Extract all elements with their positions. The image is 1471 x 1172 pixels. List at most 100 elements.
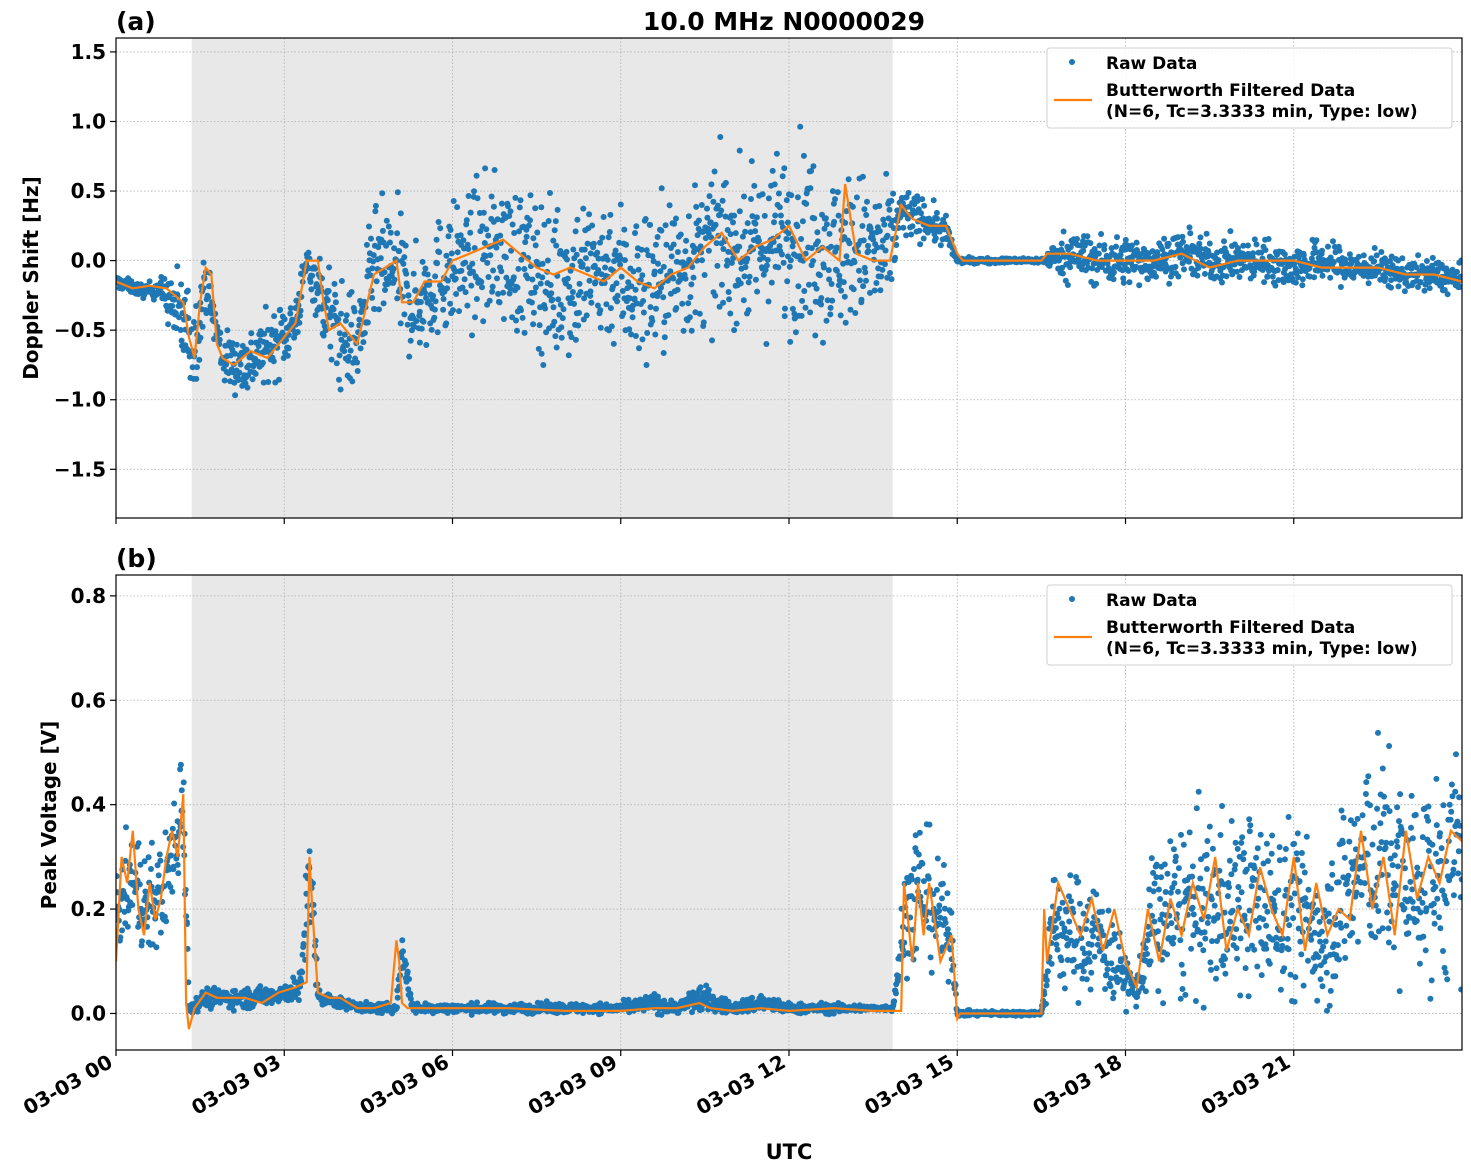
raw-data-point (763, 341, 770, 347)
raw-data-point (835, 212, 842, 219)
raw-data-point (569, 289, 576, 295)
raw-data-point (888, 276, 895, 283)
raw-data-point (1197, 941, 1203, 948)
raw-data-point (1207, 959, 1214, 966)
raw-data-point (732, 230, 739, 237)
raw-data-point (1254, 845, 1261, 852)
raw-data-point (1292, 974, 1299, 981)
raw-data-point (610, 340, 617, 347)
raw-data-point (1275, 277, 1282, 284)
panel-a-label: (a) (116, 7, 156, 36)
raw-data-point (404, 283, 411, 290)
raw-data-point (838, 287, 845, 294)
raw-data-point (509, 221, 516, 228)
raw-data-point (1251, 865, 1258, 872)
raw-data-point (538, 204, 545, 211)
raw-data-point (452, 275, 459, 282)
raw-data-point (698, 202, 705, 208)
raw-data-point (137, 861, 144, 868)
raw-data-point (505, 203, 511, 210)
raw-data-point (517, 197, 524, 204)
raw-data-point (382, 287, 388, 293)
raw-data-point (842, 319, 849, 326)
raw-data-point (404, 321, 411, 328)
raw-data-point (369, 265, 376, 272)
raw-data-point (364, 319, 371, 326)
raw-data-point (1219, 803, 1226, 809)
raw-data-point (1305, 886, 1312, 893)
raw-data-point (704, 205, 710, 212)
raw-data-point (463, 217, 470, 224)
raw-data-point (419, 258, 426, 265)
raw-data-point (524, 275, 531, 282)
raw-data-point (808, 168, 815, 174)
raw-data-point (1264, 908, 1271, 915)
raw-data-point (600, 214, 607, 220)
raw-data-point (828, 281, 835, 287)
raw-data-point (1195, 788, 1202, 795)
raw-data-point (295, 990, 302, 996)
raw-data-point (406, 353, 413, 360)
raw-data-point (862, 269, 869, 276)
raw-data-point (502, 254, 509, 261)
raw-data-point (718, 281, 725, 288)
raw-data-point (1075, 878, 1082, 885)
legend-box (1046, 47, 1453, 129)
raw-data-point (410, 270, 417, 277)
raw-data-point (1162, 268, 1169, 275)
raw-data-point (1211, 902, 1218, 909)
raw-data-point (306, 848, 313, 855)
raw-data-point (1059, 899, 1066, 906)
raw-data-point (1313, 237, 1320, 244)
raw-data-point (261, 330, 268, 337)
raw-data-point (367, 272, 374, 279)
raw-data-point (484, 259, 491, 266)
raw-data-point (797, 123, 804, 130)
raw-data-point (507, 208, 514, 215)
raw-data-point (381, 269, 388, 276)
raw-data-point (1086, 950, 1093, 957)
raw-data-point (908, 231, 915, 238)
raw-data-point (697, 984, 704, 991)
raw-data-point (847, 306, 854, 313)
raw-data-point (755, 237, 762, 244)
raw-data-point (1234, 845, 1241, 852)
raw-data-point (1311, 244, 1318, 251)
raw-data-point (892, 254, 899, 261)
raw-data-point (707, 219, 714, 226)
raw-data-point (1243, 866, 1250, 873)
raw-data-point (489, 288, 496, 295)
raw-data-point (1294, 830, 1301, 837)
raw-data-point (348, 289, 355, 295)
raw-data-point (1263, 922, 1270, 929)
raw-data-point (1087, 240, 1094, 247)
raw-data-point (1458, 257, 1462, 264)
raw-data-point (1172, 263, 1179, 270)
raw-data-point (920, 878, 927, 885)
raw-data-point (803, 200, 810, 207)
raw-data-point (471, 245, 478, 251)
raw-data-point (436, 249, 443, 256)
raw-data-point (643, 247, 650, 254)
raw-data-point (619, 288, 626, 294)
raw-data-point (831, 218, 838, 225)
raw-data-point (667, 268, 674, 275)
raw-data-point (658, 284, 664, 291)
raw-data-point (1161, 235, 1168, 242)
raw-data-point (821, 225, 828, 232)
raw-data-point (1308, 936, 1315, 943)
raw-data-point (1189, 904, 1196, 911)
raw-data-point (276, 376, 282, 383)
raw-data-point (640, 298, 647, 304)
raw-data-point (354, 368, 361, 374)
raw-data-point (1051, 876, 1058, 883)
raw-data-point (1172, 853, 1179, 860)
raw-data-point (772, 212, 779, 219)
raw-data-point (1250, 250, 1256, 257)
raw-data-point (944, 890, 951, 897)
raw-data-point (731, 212, 738, 219)
raw-data-point (431, 314, 438, 321)
raw-data-point (1262, 247, 1269, 253)
raw-data-point (636, 345, 642, 352)
raw-data-point (508, 247, 515, 254)
